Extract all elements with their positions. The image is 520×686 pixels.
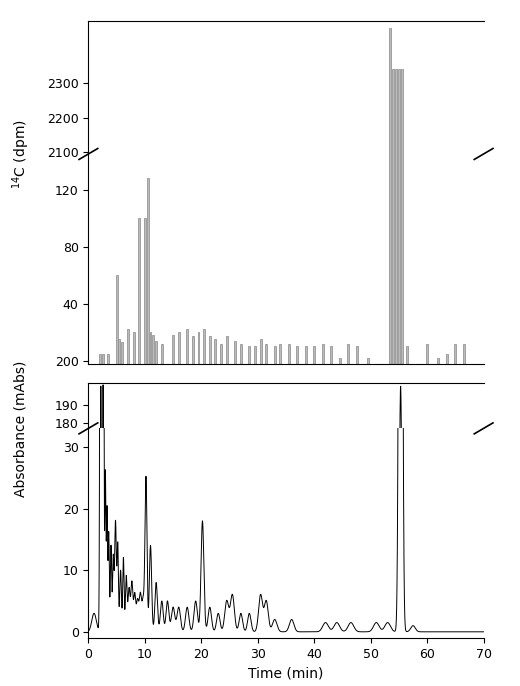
Bar (192, 337, 194, 646)
Bar (339, 358, 341, 646)
Bar (347, 344, 349, 646)
Bar (155, 341, 157, 646)
Bar (133, 332, 135, 646)
Bar (115, 275, 118, 646)
Bar (330, 346, 332, 646)
Bar (305, 346, 307, 646)
Bar (144, 218, 146, 646)
Bar (254, 346, 256, 646)
Bar (392, 0, 394, 646)
Bar (240, 344, 242, 646)
Bar (401, 69, 402, 686)
Bar (249, 346, 250, 646)
Bar (234, 341, 236, 646)
Bar (99, 353, 101, 646)
Text: $^{14}$C (dpm): $^{14}$C (dpm) (10, 119, 32, 189)
Bar (186, 329, 188, 646)
Bar (398, 0, 400, 646)
Bar (214, 340, 216, 646)
Bar (172, 335, 174, 646)
Bar (127, 329, 129, 646)
Bar (138, 218, 140, 646)
Bar (389, 0, 392, 646)
Bar (288, 344, 290, 646)
Bar (395, 0, 397, 646)
Bar (161, 344, 163, 646)
Bar (322, 344, 323, 646)
Bar (101, 353, 103, 646)
Bar (150, 332, 151, 646)
Bar (274, 346, 276, 646)
X-axis label: Time (min): Time (min) (249, 666, 323, 681)
Bar (296, 346, 298, 646)
Bar (392, 69, 394, 686)
Bar (437, 358, 439, 646)
Bar (147, 178, 149, 646)
Text: Absorbance (mAbs): Absorbance (mAbs) (14, 360, 28, 497)
Bar (178, 332, 180, 646)
Bar (265, 344, 267, 646)
Bar (398, 69, 400, 686)
Bar (226, 337, 228, 646)
Bar (121, 342, 123, 646)
Bar (107, 353, 109, 646)
Bar (198, 332, 200, 646)
Bar (389, 27, 392, 686)
Bar (401, 0, 402, 646)
Bar (313, 346, 315, 646)
Bar (152, 335, 154, 646)
Bar (209, 337, 211, 646)
Bar (279, 344, 281, 646)
Bar (463, 344, 465, 646)
Bar (446, 353, 448, 646)
Bar (356, 346, 358, 646)
Bar (426, 344, 428, 646)
Bar (407, 346, 408, 646)
Bar (259, 340, 262, 646)
Bar (203, 329, 205, 646)
Bar (220, 344, 222, 646)
Bar (367, 358, 369, 646)
Bar (119, 340, 121, 646)
Bar (395, 69, 397, 686)
Bar (454, 344, 457, 646)
